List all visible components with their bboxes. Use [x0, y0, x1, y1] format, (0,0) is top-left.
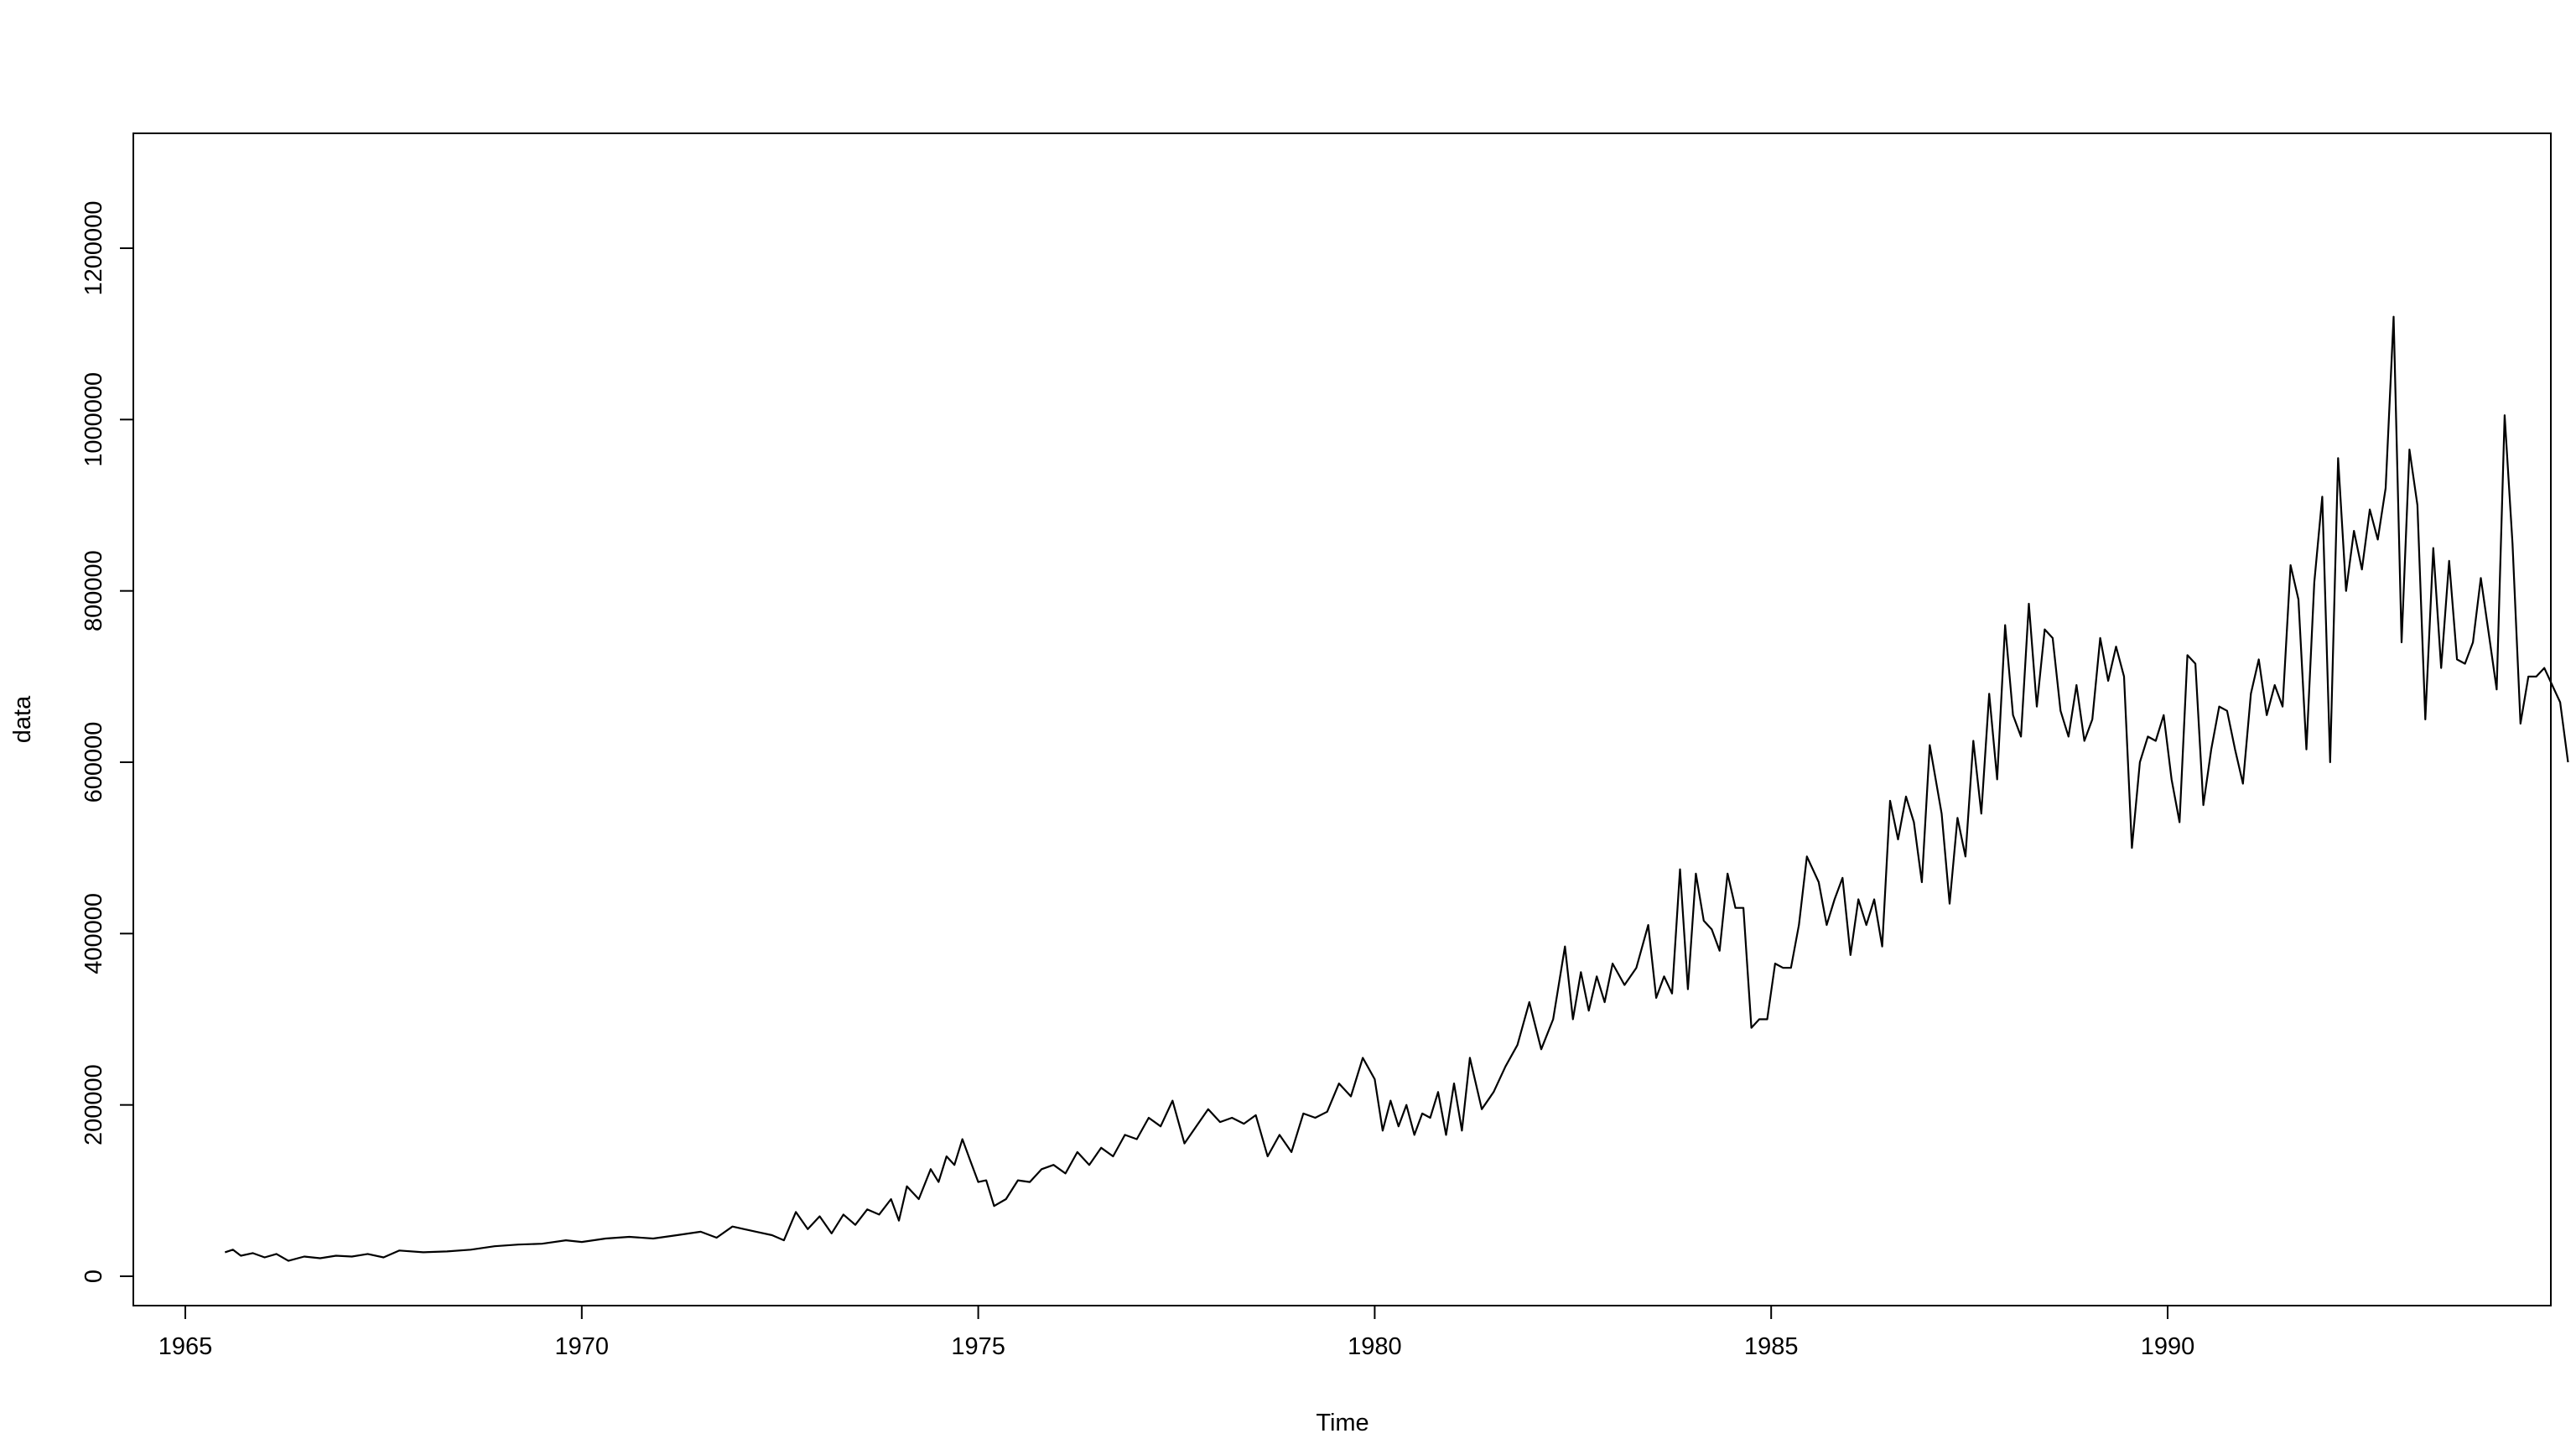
y-tick-label: 0 — [80, 1270, 107, 1283]
y-axis-title: data — [9, 695, 36, 743]
x-tick-label: 1990 — [2141, 1333, 2195, 1360]
y-axis: 0 200000 400000 600000 800000 1000000 1200000 — [80, 201, 134, 1283]
y-tick-label: 1200000 — [80, 201, 107, 296]
y-tick-label: 400000 — [80, 893, 107, 974]
series-group — [224, 315, 2569, 1262]
x-axis-title: Time — [1316, 1410, 1368, 1436]
x-axis: 1965 1970 1975 1980 1985 1990 — [158, 1305, 2195, 1360]
x-tick-label: 1980 — [1348, 1333, 1402, 1360]
y-tick-label: 1000000 — [80, 372, 107, 467]
x-tick-label: 1965 — [158, 1333, 213, 1360]
plot-frame — [132, 132, 2552, 1306]
series-line — [224, 315, 2569, 1262]
y-tick-label: 200000 — [80, 1064, 107, 1145]
x-tick-label: 1975 — [951, 1333, 1005, 1360]
y-tick-label: 800000 — [80, 550, 107, 631]
x-tick-label: 1970 — [555, 1333, 610, 1360]
x-tick-label: 1985 — [1744, 1333, 1799, 1360]
y-tick-label: 600000 — [80, 722, 107, 803]
